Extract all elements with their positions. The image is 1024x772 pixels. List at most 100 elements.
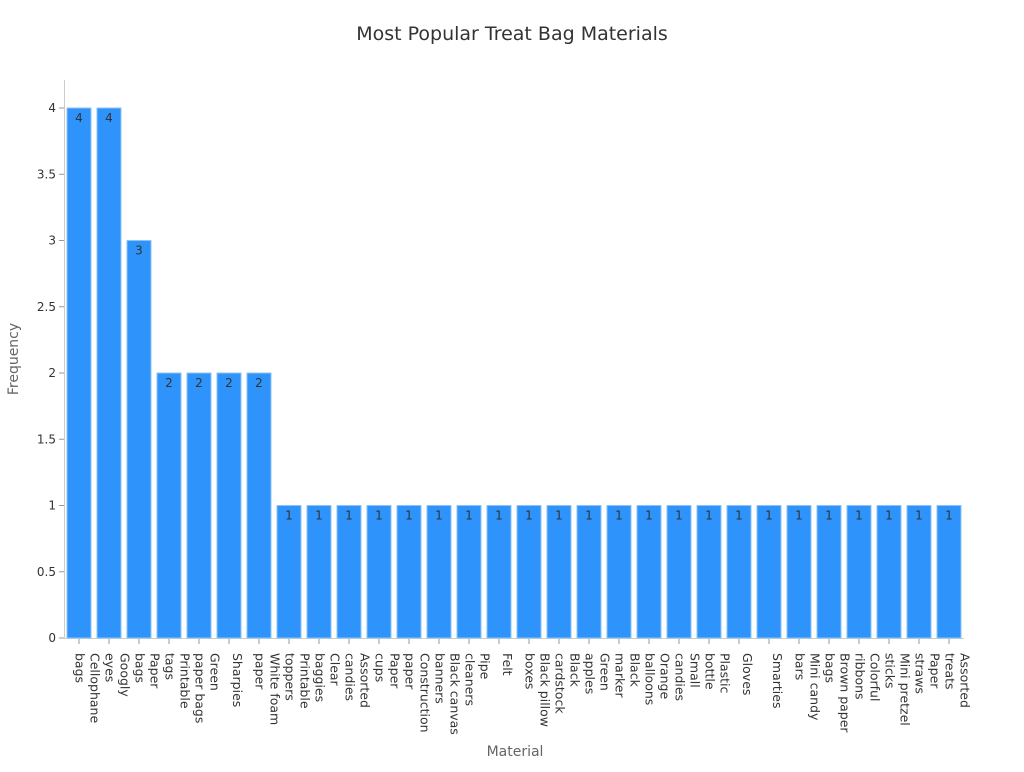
x-tick-label: bottle [703,653,718,690]
x-tick-label: bags [823,653,838,683]
bar [156,372,182,639]
x-tick-label: Felt [500,653,515,676]
bar [126,240,152,639]
bar [366,505,392,639]
data-label: 2 [195,376,203,390]
x-tick-label: Black [568,653,583,688]
y-tick-label: 3.5 [37,167,56,181]
x-tick-label: Assorted [358,653,373,708]
x-tick-label: sticks [883,653,898,689]
x-tick-label: paper [253,653,268,690]
bar [696,505,722,639]
bar [846,505,872,639]
x-tick-label: Brown paper [838,653,853,733]
x-tick-label: treats [943,653,958,690]
x-tick-label: tags [163,653,178,680]
bar [546,505,572,639]
data-label: 1 [315,509,323,523]
x-tick-label: banners [433,653,448,704]
bar [426,505,452,639]
x-tick-label: Mini candy [808,653,823,721]
bar [576,505,602,639]
x-tick-label: Cellophane [88,653,103,723]
x-tick-label: Green [208,653,223,691]
bar [486,505,512,639]
x-tick-label: cups [373,653,388,682]
x-tick-label: cleaners [463,653,478,706]
y-tick-label: 2 [48,366,56,380]
data-label: 2 [255,376,263,390]
data-label: 1 [945,509,953,523]
data-label: 1 [345,509,353,523]
bar [876,505,902,639]
bar [216,372,242,639]
data-label: 1 [705,509,713,523]
x-tick-label: paper [403,653,418,690]
x-tick-label: bags [73,653,88,683]
x-tick-label: Small [688,653,703,688]
x-tick-label: boxes [523,653,538,689]
data-label: 1 [615,509,623,523]
data-label: 1 [375,509,383,523]
data-label: 1 [465,509,473,523]
bar [786,505,812,639]
y-tick-label: 0.5 [37,565,56,579]
x-tick-label: ribbons [853,653,868,700]
x-tick-label: apples [583,653,598,694]
bar [396,505,422,639]
x-axis-label: Material [487,744,544,760]
bar [306,505,332,639]
y-tick-label: 3 [48,234,56,248]
bar [516,505,542,639]
data-label: 1 [285,509,293,523]
y-tick-label: 0 [48,631,56,645]
x-tick-label: White foam [268,653,283,725]
bar [246,372,272,639]
y-tick-label: 1 [48,499,56,513]
bar [606,505,632,639]
y-tick-label: 4 [48,101,56,115]
data-label: 1 [855,509,863,523]
chart-title: Most Popular Treat Bag Materials [356,23,668,45]
bar [96,107,122,639]
data-label: 1 [735,509,743,523]
bar [756,505,782,639]
x-tick-label: Construction [418,653,433,733]
bar [726,505,752,639]
x-tick-label: Sharpies [230,653,245,707]
data-label: 1 [555,509,563,523]
bar [936,505,962,639]
x-tick-label: baggies [313,653,328,702]
x-tick-label: Orange [658,653,673,699]
x-tick-label: Green [598,653,613,691]
x-tick-label: Printable [178,653,193,709]
x-tick-label: Black [628,653,643,688]
bar [186,372,212,639]
data-label: 1 [765,509,773,523]
x-tick-label: candies [673,653,688,701]
x-tick-label: balloons [643,653,658,705]
y-tick-label: 1.5 [37,432,56,446]
x-tick-label: Paper [388,653,403,689]
bar [906,505,932,639]
bar [816,505,842,639]
x-tick-label: Black canvas [448,653,463,735]
x-tick-label: Printable [298,653,313,709]
x-tick-label: toppers [283,653,298,701]
y-axis-label: Frequency [6,323,22,395]
data-label: 4 [75,111,83,125]
x-tick-label: Colorful [868,653,883,701]
x-tick-label: Black pillow [538,653,553,727]
x-tick-label: bags [133,653,148,683]
bar [666,505,692,639]
x-tick-label: Mini pretzel [898,653,913,726]
x-tick-label: Googly [118,653,133,697]
data-label: 3 [135,244,143,258]
x-tick-label: Paper [148,653,163,689]
data-label: 1 [915,509,923,523]
x-tick-label: Assorted [958,653,973,708]
x-tick-label: paper bags [193,653,208,723]
data-label: 1 [825,509,833,523]
